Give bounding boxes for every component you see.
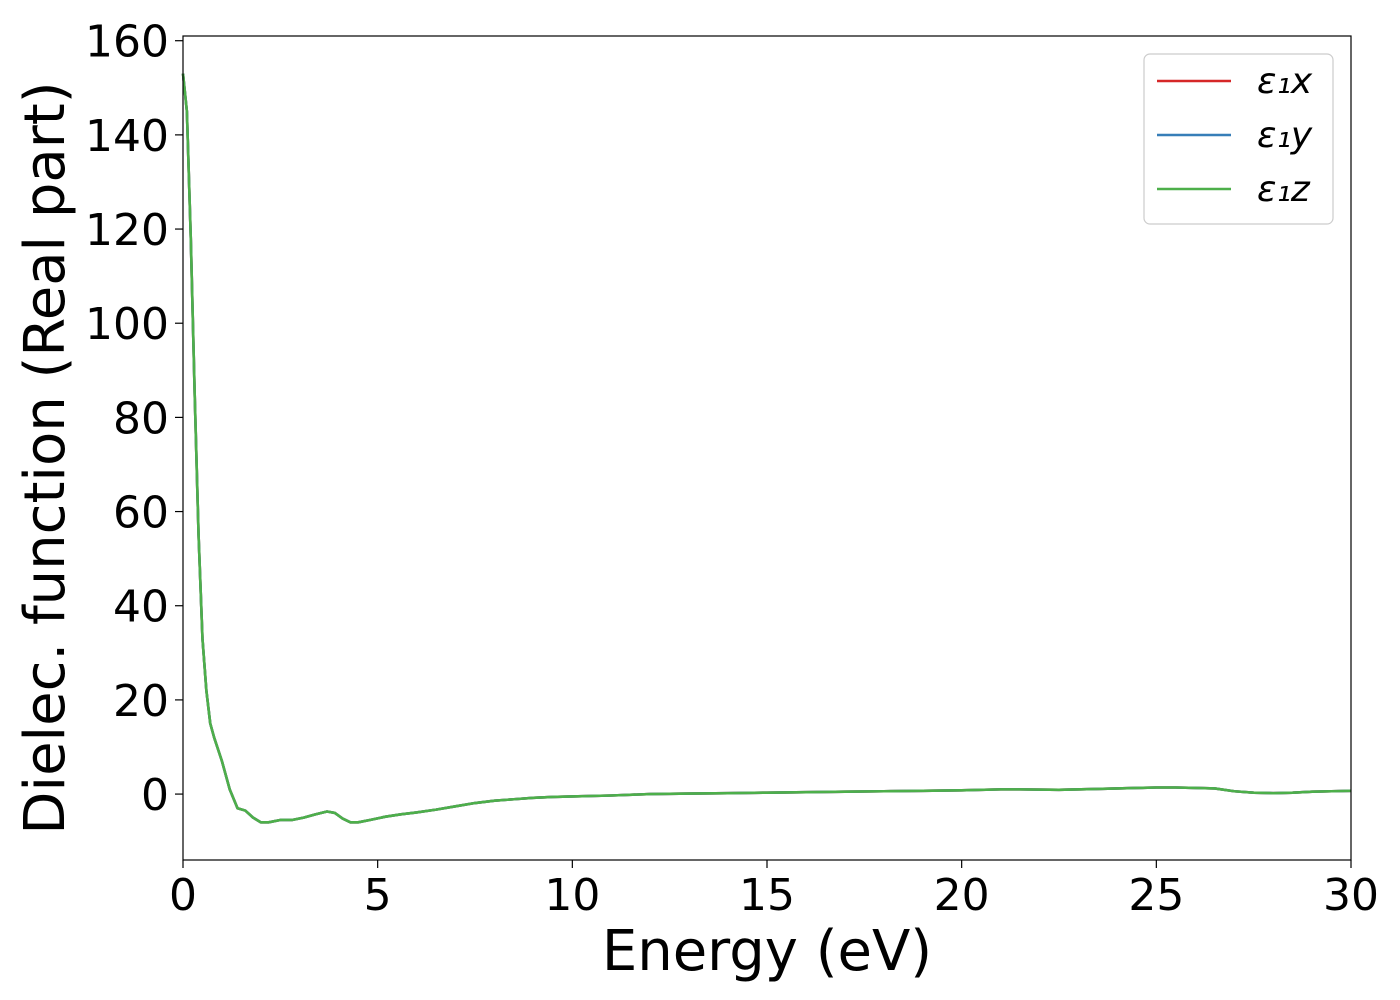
x-axis: 0 5 10 15 20 25 30: [169, 860, 1379, 921]
y-tick-label: 40: [113, 582, 169, 633]
legend-label-1: ε₁x: [1257, 61, 1313, 102]
series-layer: [181, 73, 1352, 824]
y-axis: 0 20 40 60 80 100 120 140 160: [85, 17, 183, 821]
y-tick-label: 0: [141, 770, 169, 821]
y-tick-label: 160: [85, 17, 169, 68]
y-tick-label: 20: [113, 676, 169, 727]
x-tick-label: 0: [169, 870, 197, 921]
legend-box: [1143, 53, 1334, 225]
y-tick-label: 140: [85, 111, 169, 162]
legend-label-3: ε₁z: [1257, 169, 1311, 210]
x-tick-label: 5: [364, 870, 392, 921]
x-tick-label: 25: [1128, 870, 1184, 921]
legend-label-2: ε₁y: [1257, 115, 1313, 156]
x-axis-label: Energy (eV): [602, 919, 932, 984]
y-tick-label: 60: [113, 488, 169, 539]
x-tick-label: 20: [934, 870, 990, 921]
x-tick-label: 10: [544, 870, 600, 921]
y-axis-label: Dielec. function (Real part): [13, 81, 78, 834]
x-tick-label: 15: [739, 870, 795, 921]
y-tick-label: 80: [113, 393, 169, 444]
x-tick-label: 30: [1323, 870, 1379, 921]
y-tick-label: 120: [85, 205, 169, 256]
series-line-3: [181, 73, 1352, 824]
legend: ε₁x ε₁y ε₁z: [1143, 53, 1334, 225]
y-tick-label: 100: [85, 299, 169, 350]
